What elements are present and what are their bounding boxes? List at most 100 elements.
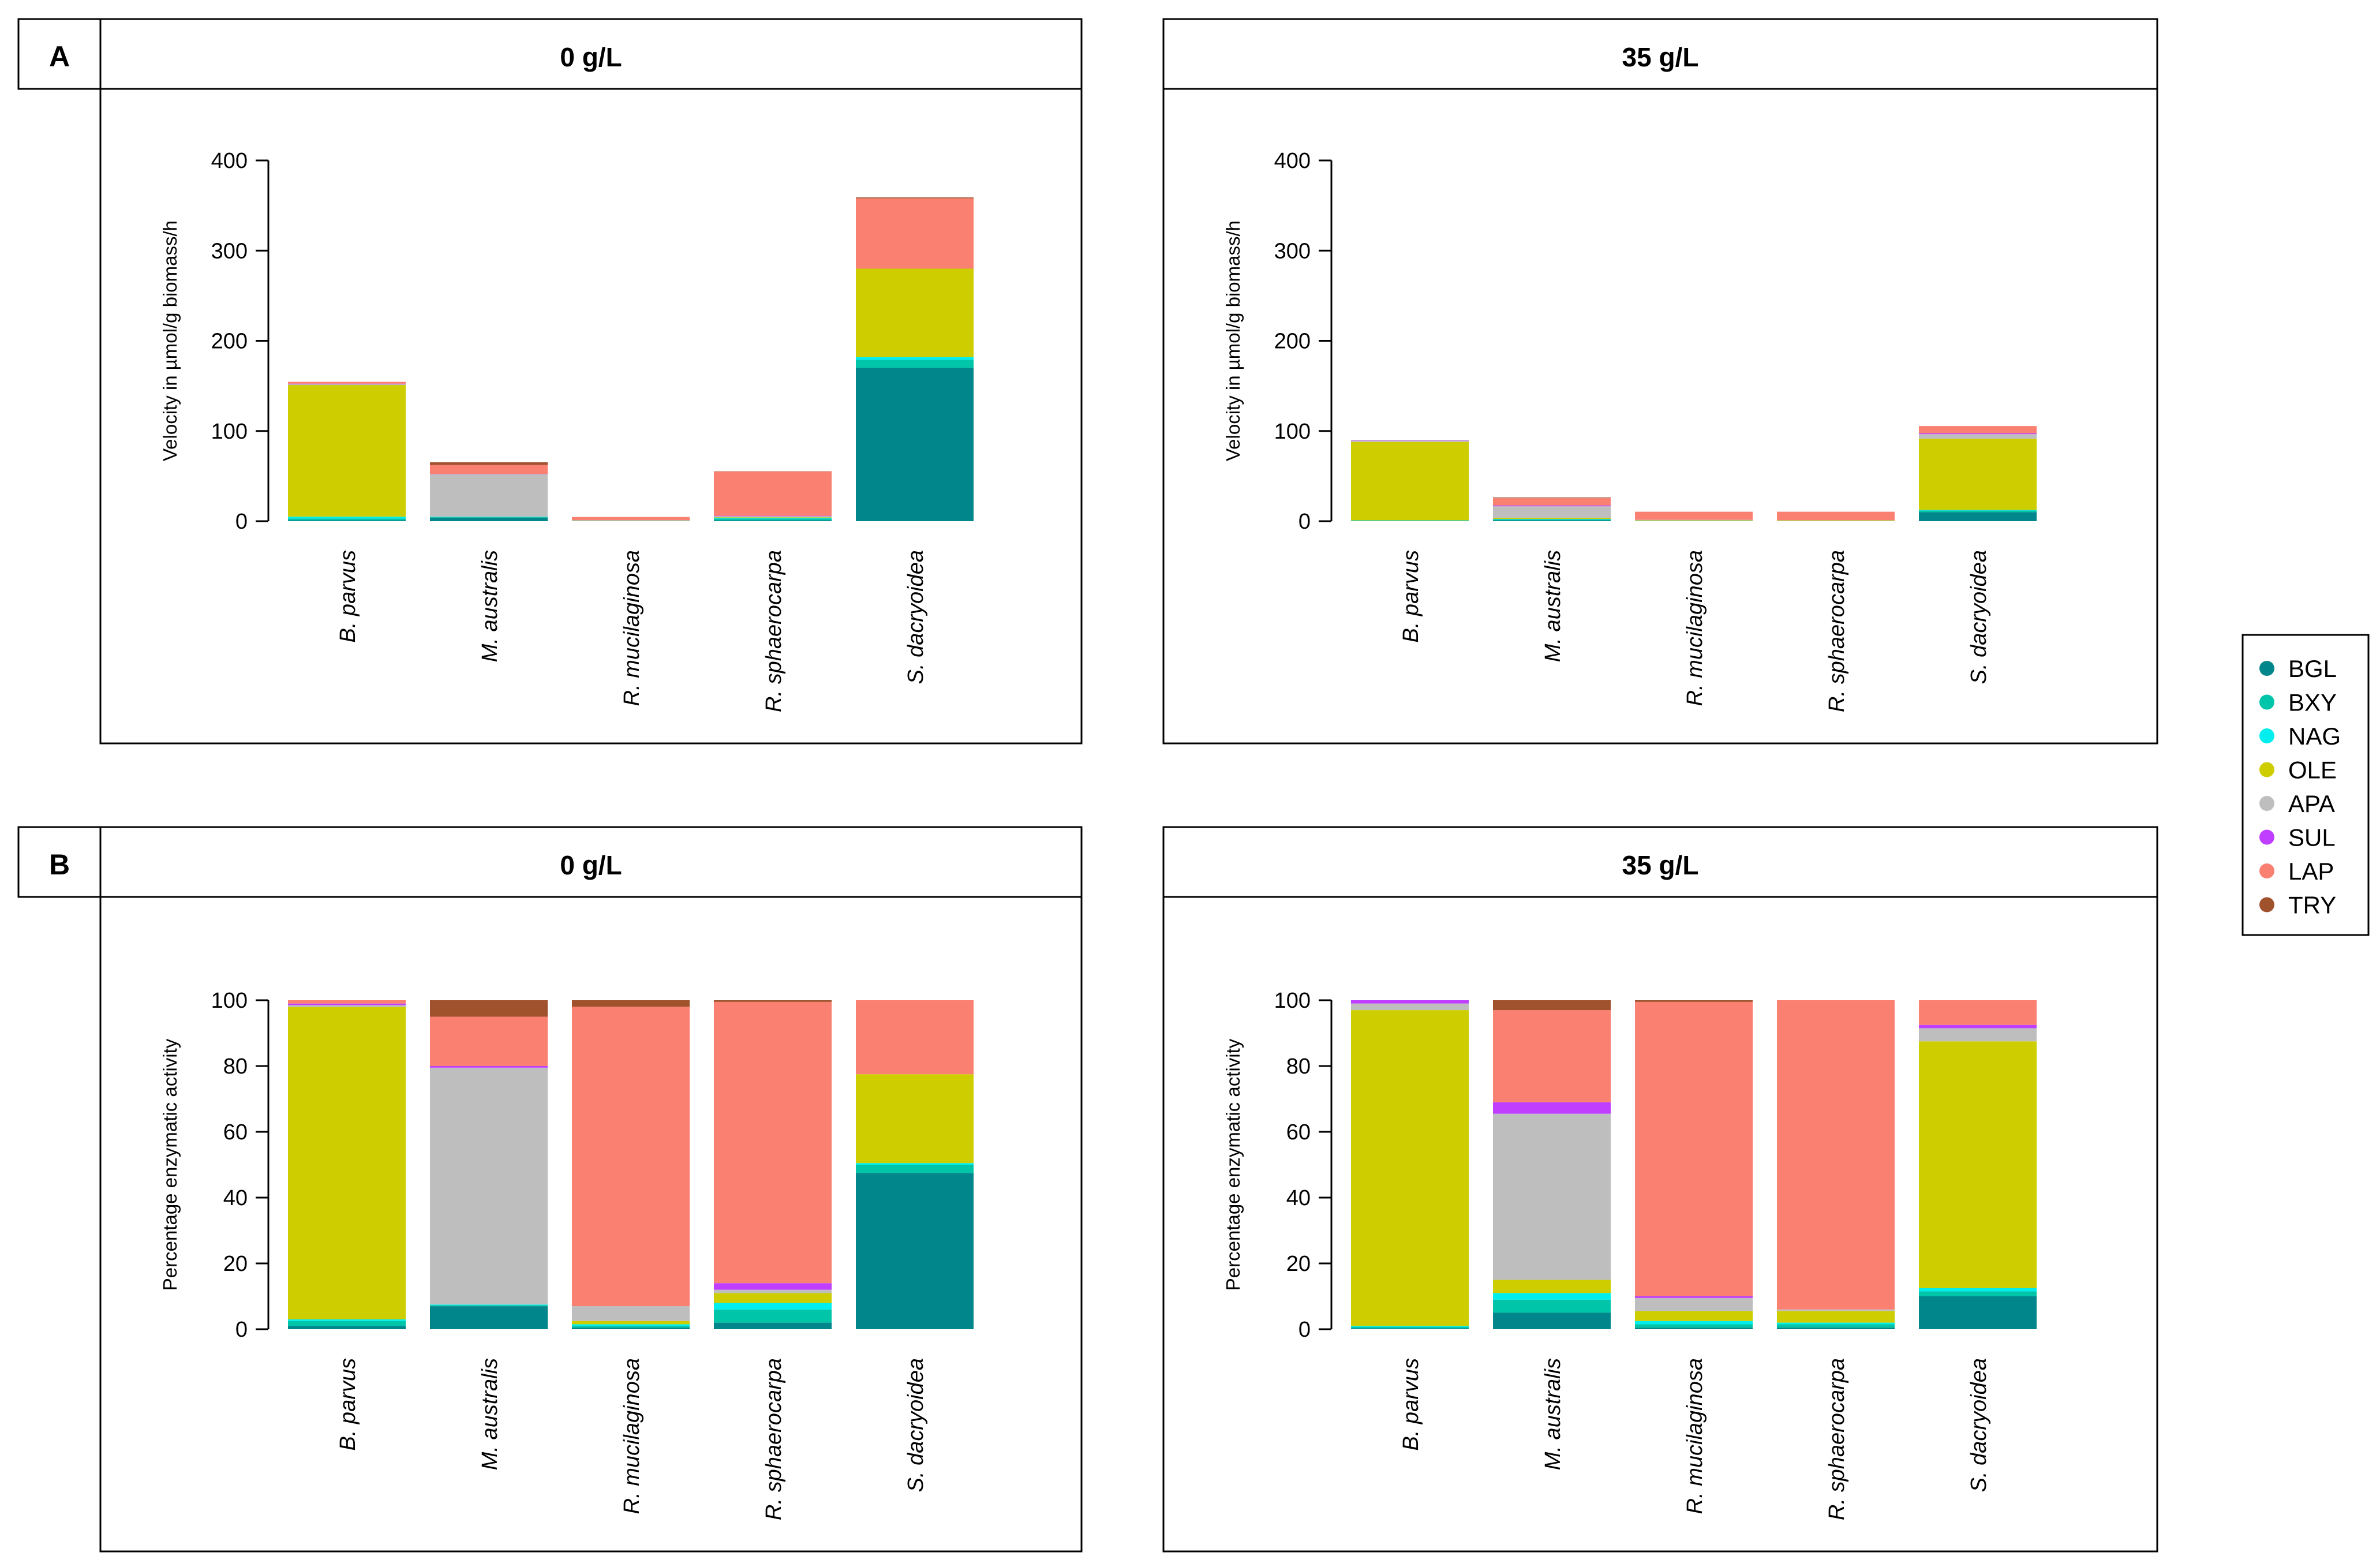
legend-marker-bxy bbox=[2259, 694, 2274, 710]
x-tick-label: S. dacryoidea bbox=[904, 1358, 928, 1492]
x-tick-label: R. sphaerocarpa bbox=[762, 550, 786, 712]
bar-segment-sul-b-parvus bbox=[1351, 440, 1469, 441]
chart-title: 35 g/L bbox=[1622, 42, 1699, 72]
bar-segment-nag-r-sphaerocarpa bbox=[1777, 1322, 1895, 1325]
bar-segment-ole-b-parvus bbox=[288, 385, 406, 517]
y-tick-label: 100 bbox=[211, 420, 248, 444]
y-tick-label: 0 bbox=[235, 1318, 248, 1342]
bar-segment-sul-r-mucilaginosa bbox=[1635, 1296, 1753, 1298]
y-tick-label: 100 bbox=[211, 989, 248, 1013]
chart-title: 0 g/L bbox=[560, 42, 622, 72]
bar-segment-lap-r-sphaerocarpa bbox=[1777, 511, 1895, 521]
bar-segment-bxy-r-sphaerocarpa bbox=[714, 518, 832, 521]
bar-segment-sul-r-sphaerocarpa bbox=[714, 515, 832, 517]
bar-segment-bxy-m-australis bbox=[430, 1305, 548, 1307]
y-axis-label: Percentage enzymatic activity bbox=[159, 1038, 181, 1291]
bar-segment-bgl-m-australis bbox=[1493, 1312, 1611, 1329]
bar-segment-apa-r-sphaerocarpa bbox=[714, 1289, 832, 1293]
bar-segment-sul-r-sphaerocarpa bbox=[714, 1283, 832, 1290]
bar-segment-nag-r-sphaerocarpa bbox=[714, 517, 832, 519]
bar-segment-bgl-r-sphaerocarpa bbox=[714, 520, 832, 521]
x-tick-label: B. parvus bbox=[1399, 550, 1423, 643]
x-tick-label: R. mucilaginosa bbox=[1683, 1358, 1707, 1514]
y-tick-label: 80 bbox=[1286, 1054, 1311, 1079]
bar-segment-sul-m-australis bbox=[1493, 1102, 1611, 1114]
bar-segment-bgl-b-parvus bbox=[288, 1326, 406, 1329]
bar-segment-nag-m-australis bbox=[1493, 1293, 1611, 1300]
legend-label-lap: LAP bbox=[2288, 858, 2334, 885]
legend-label-bgl: BGL bbox=[2288, 655, 2337, 682]
legend-marker-try bbox=[2259, 897, 2274, 912]
legend-marker-lap bbox=[2259, 863, 2274, 878]
y-tick-label: 0 bbox=[235, 510, 248, 534]
y-axis-label: Velocity in µmol/g biomass/h bbox=[1222, 220, 1244, 461]
bar-segment-apa-r-mucilaginosa bbox=[1635, 1297, 1753, 1311]
bar-segment-apa-r-mucilaginosa bbox=[572, 1306, 690, 1321]
y-tick-label: 0 bbox=[1298, 1318, 1311, 1342]
bar-segment-try-r-sphaerocarpa bbox=[714, 1000, 832, 1002]
bar-segment-lap-s-dacryoidea bbox=[1919, 426, 2037, 433]
bar-segment-lap-s-dacryoidea bbox=[856, 198, 974, 269]
bar-segment-apa-b-parvus bbox=[1351, 1003, 1469, 1011]
bar-segment-ole-b-parvus bbox=[1351, 1010, 1469, 1326]
bar-segment-bgl-b-parvus bbox=[1351, 1328, 1469, 1329]
y-tick-label: 100 bbox=[1274, 989, 1311, 1013]
bar-segment-lap-r-mucilaginosa bbox=[1635, 1001, 1753, 1296]
bar-segment-ole-r-sphaerocarpa bbox=[1777, 1311, 1895, 1323]
legend-marker-bgl bbox=[2259, 661, 2274, 676]
bar-segment-apa-b-parvus bbox=[288, 384, 406, 386]
bar-segment-try-r-mucilaginosa bbox=[572, 1000, 690, 1007]
y-tick-label: 200 bbox=[1274, 330, 1311, 354]
x-tick-label: M. australis bbox=[1541, 1358, 1565, 1470]
y-tick-label: 0 bbox=[1298, 510, 1311, 534]
bar-segment-lap-m-australis bbox=[430, 1016, 548, 1066]
bar-segment-sul-s-dacryoidea bbox=[1919, 1024, 2037, 1029]
bar-segment-bxy-b-parvus bbox=[1351, 1327, 1469, 1329]
bar-segment-ole-r-mucilaginosa bbox=[1635, 1311, 1753, 1321]
bar-segment-bxy-b-parvus bbox=[288, 1321, 406, 1326]
bar-segment-nag-b-parvus bbox=[1351, 1326, 1469, 1327]
legend-label-nag: NAG bbox=[2288, 723, 2341, 750]
legend-marker-ole bbox=[2259, 762, 2274, 777]
bar-segment-sul-m-australis bbox=[430, 1066, 548, 1068]
bar-segment-lap-m-australis bbox=[1493, 1010, 1611, 1102]
chart-panel-a-35gl: 35 g/L 0 100 200 300 400 Velocity in µmol/g bi… bbox=[1162, 18, 2158, 745]
panel-label-a: A bbox=[49, 40, 70, 73]
bar-segment-lap-r-mucilaginosa bbox=[1635, 511, 1753, 520]
x-tick-label: S. dacryoidea bbox=[1967, 550, 1991, 684]
x-tick-label: M. australis bbox=[1541, 550, 1565, 662]
bar-segment-apa-b-parvus bbox=[288, 1005, 406, 1007]
bar-segment-ole-m-australis bbox=[1493, 1280, 1611, 1293]
bar-segment-bxy-r-mucilaginosa bbox=[572, 1326, 690, 1328]
bar-segment-lap-b-parvus bbox=[288, 1000, 406, 1004]
bar-segment-bgl-s-dacryoidea bbox=[1919, 1296, 2037, 1329]
y-tick-label: 400 bbox=[211, 149, 248, 173]
bar-segment-bgl-b-parvus bbox=[288, 520, 406, 521]
chart-panel-a-0gl: 0 g/L 0 100 200 300 400 Velocity in µmol/g bio… bbox=[99, 18, 1083, 745]
bar-segment-lap-r-mucilaginosa bbox=[572, 1007, 690, 1307]
x-tick-label: M. australis bbox=[478, 550, 502, 662]
y-tick-label: 100 bbox=[1274, 420, 1311, 444]
legend-label-ole: OLE bbox=[2288, 757, 2337, 784]
bar-segment-bgl-s-dacryoidea bbox=[856, 368, 974, 521]
legend: BGL BXY NAG OLE APA SUL LAP TRY bbox=[2241, 634, 2370, 936]
bar-segment-sul-s-dacryoidea bbox=[1919, 433, 2037, 435]
bar-segment-apa-r-mucilaginosa bbox=[1635, 519, 1753, 521]
bar-segment-nag-s-dacryoidea bbox=[1919, 1288, 2037, 1292]
x-tick-label: B. parvus bbox=[1399, 1358, 1423, 1451]
y-tick-label: 200 bbox=[211, 330, 248, 354]
bar-segment-nag-r-sphaerocarpa bbox=[714, 1303, 832, 1310]
x-tick-label: R. sphaerocarpa bbox=[762, 1358, 786, 1520]
bar-segment-ole-r-sphaerocarpa bbox=[714, 517, 832, 518]
y-tick-label: 300 bbox=[1274, 239, 1311, 263]
x-tick-label: R. mucilaginosa bbox=[620, 550, 644, 706]
x-tick-label: B. parvus bbox=[336, 550, 360, 643]
bar-segment-nag-m-australis bbox=[430, 1304, 548, 1306]
bar-segment-apa-s-dacryoidea bbox=[1919, 1028, 2037, 1042]
y-tick-label: 20 bbox=[223, 1252, 248, 1276]
y-axis-label: Percentage enzymatic activity bbox=[1222, 1038, 1244, 1291]
bar-segment-nag-s-dacryoidea bbox=[856, 1163, 974, 1165]
bar-segment-bgl-s-dacryoidea bbox=[1919, 512, 2037, 521]
chart-title: 0 g/L bbox=[560, 850, 622, 880]
